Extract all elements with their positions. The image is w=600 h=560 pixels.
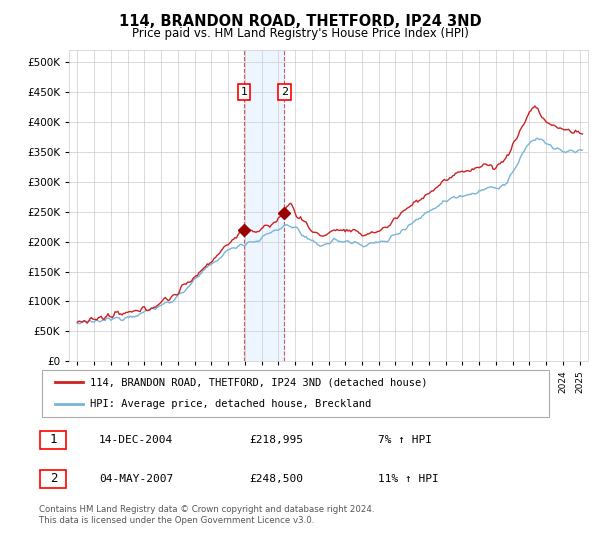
Text: Price paid vs. HM Land Registry's House Price Index (HPI): Price paid vs. HM Land Registry's House … (131, 27, 469, 40)
Text: 1: 1 (241, 87, 248, 97)
Text: 04-MAY-2007: 04-MAY-2007 (99, 474, 173, 484)
Text: 11% ↑ HPI: 11% ↑ HPI (378, 474, 439, 484)
Text: HPI: Average price, detached house, Breckland: HPI: Average price, detached house, Brec… (90, 399, 371, 409)
Text: 1: 1 (50, 433, 57, 446)
Text: 2: 2 (50, 472, 57, 486)
FancyBboxPatch shape (40, 470, 67, 488)
Text: 114, BRANDON ROAD, THETFORD, IP24 3ND (detached house): 114, BRANDON ROAD, THETFORD, IP24 3ND (d… (90, 377, 428, 388)
Text: £218,995: £218,995 (249, 435, 303, 445)
Text: Contains HM Land Registry data © Crown copyright and database right 2024.
This d: Contains HM Land Registry data © Crown c… (39, 505, 374, 525)
Text: 114, BRANDON ROAD, THETFORD, IP24 3ND: 114, BRANDON ROAD, THETFORD, IP24 3ND (119, 14, 481, 29)
Text: £248,500: £248,500 (249, 474, 303, 484)
Text: 7% ↑ HPI: 7% ↑ HPI (378, 435, 432, 445)
Text: 2: 2 (281, 87, 288, 97)
FancyBboxPatch shape (40, 431, 67, 449)
Text: 14-DEC-2004: 14-DEC-2004 (99, 435, 173, 445)
FancyBboxPatch shape (42, 370, 549, 417)
Bar (244, 50, 284, 361)
